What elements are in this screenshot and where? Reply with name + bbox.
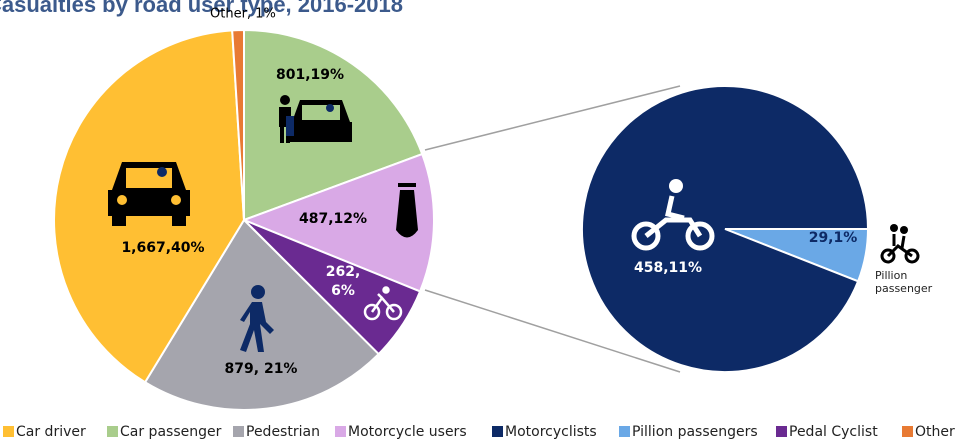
data-label: 29,1%: [809, 230, 858, 246]
legend-label: Motorcycle users: [348, 424, 467, 440]
icon-bicycle: [363, 286, 403, 321]
chart-title: Casualties by road user type, 2016-2018: [0, 0, 403, 17]
legend-swatch: [335, 426, 346, 437]
icon-scooter: [396, 183, 418, 238]
legend-swatch: [619, 426, 630, 437]
legend-swatch: [492, 426, 503, 437]
pie-slice: [241, 152, 435, 293]
data-label: 487,12%: [299, 211, 367, 227]
data-label: 458,11%: [634, 260, 702, 276]
connector: [424, 289, 681, 373]
icon-motorcyclist: [631, 179, 715, 251]
legend: Car driver Car passenger Pedestrian Motorcy…: [3, 424, 955, 440]
pie-slice: [581, 85, 870, 373]
legend-label: Car passenger: [120, 424, 222, 440]
legend-swatch: [902, 426, 913, 437]
legend-swatch: [3, 426, 14, 437]
data-label: 1,667,40%: [121, 240, 204, 256]
connector: [424, 85, 681, 151]
slices: [53, 28, 870, 411]
data-label: 262, 6%: [326, 264, 361, 299]
icon-car-passenger: [279, 95, 352, 143]
data-label: 801,19%: [276, 67, 344, 83]
annotation: Pillion passenger: [875, 269, 933, 295]
icon-pillion: [880, 224, 920, 264]
pie-slice: [231, 28, 245, 221]
legend-swatch: [233, 426, 244, 437]
icon-pedestrian: [240, 285, 274, 352]
data-label: 879, 21%: [225, 361, 298, 377]
legend-label: Pedestrian: [246, 424, 320, 440]
legend-label: Motorcyclists: [505, 424, 597, 440]
legend-label: Other: [915, 424, 955, 440]
data-label: Other, 1%: [210, 7, 276, 22]
legend-label: Pillion passengers: [632, 424, 758, 440]
legend-label: Car driver: [16, 424, 86, 440]
legend-swatch: [776, 426, 787, 437]
labels: 801,19% 487,12% 262, 6% 879, 21% 1,667,40% Oth…: [121, 7, 932, 378]
legend-label: Pedal Cyclist: [789, 424, 878, 440]
icon-car-driver: [108, 162, 190, 226]
legend-swatch: [107, 426, 118, 437]
